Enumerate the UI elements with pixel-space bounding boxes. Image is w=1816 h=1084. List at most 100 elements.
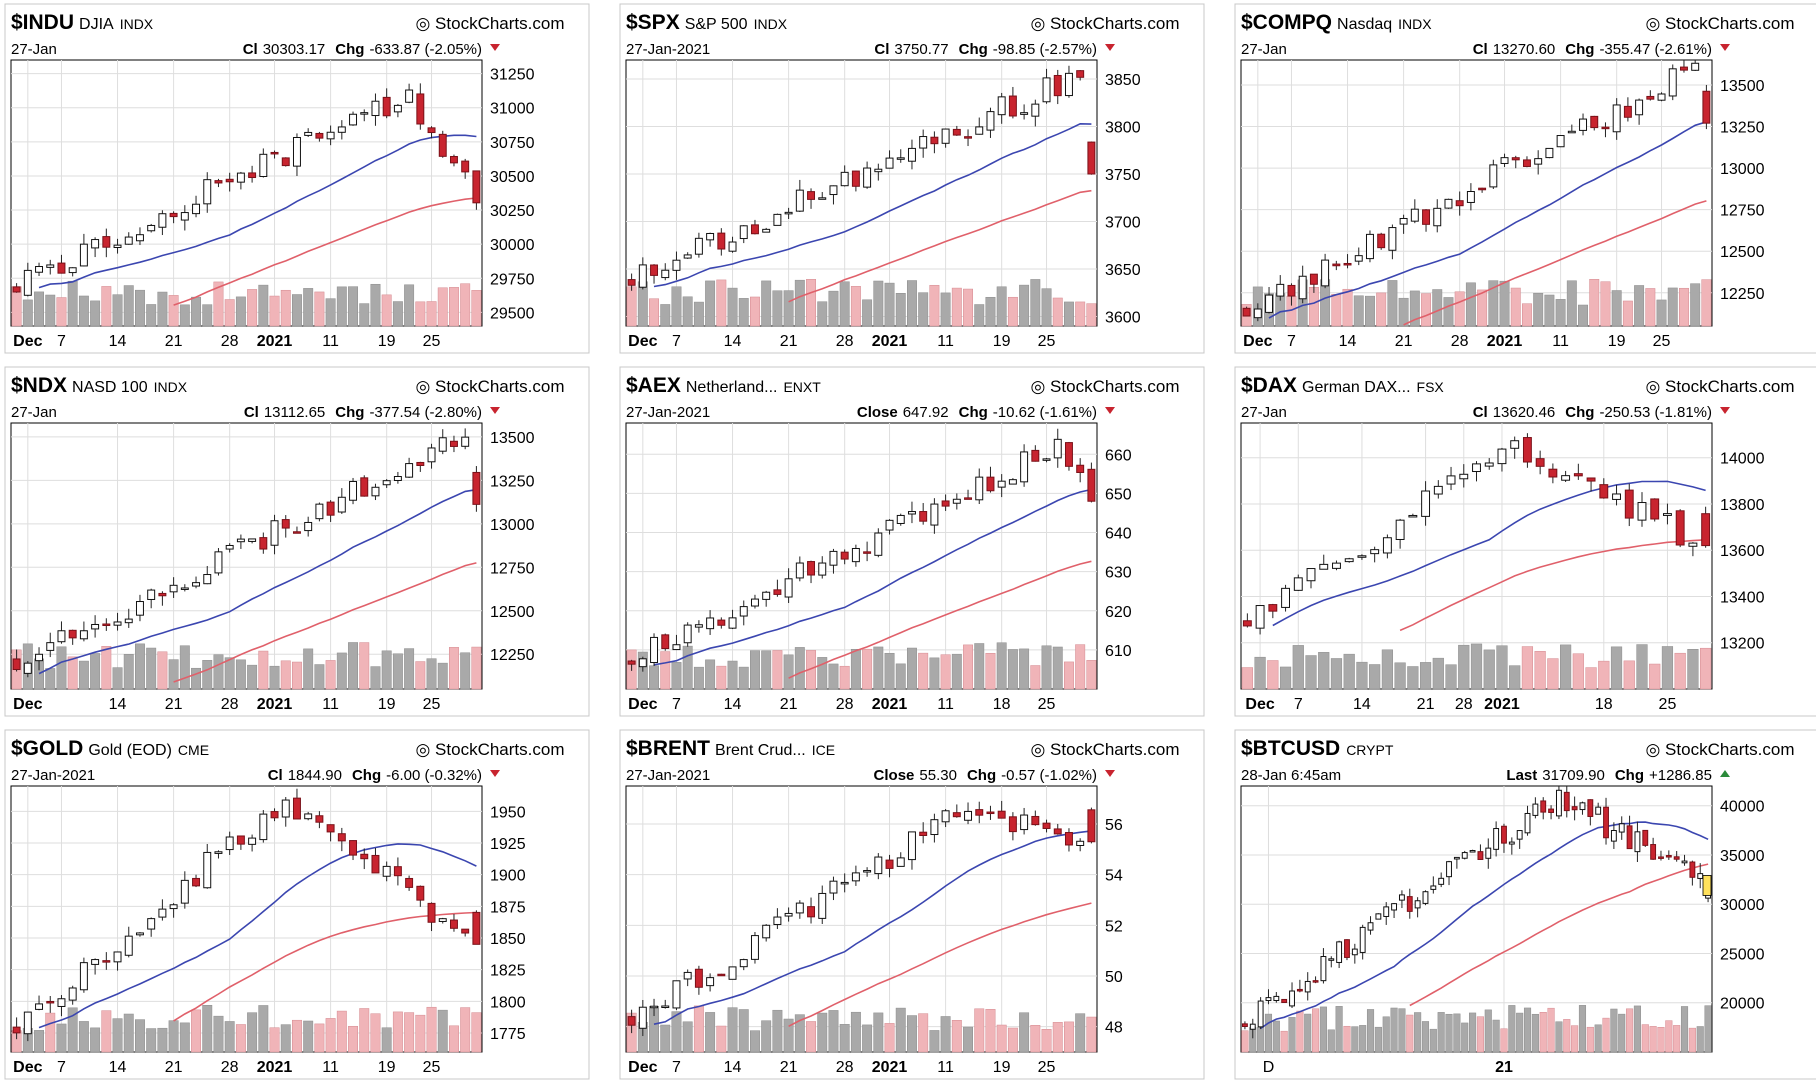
- volume-bar: [1443, 297, 1454, 327]
- candle-body: [1579, 802, 1586, 811]
- volume-bar: [1516, 1012, 1524, 1053]
- volume-bar: [1382, 1016, 1390, 1053]
- candle-body: [35, 266, 44, 273]
- chg-value: -355.47 (-2.61%): [1599, 41, 1712, 58]
- moving-average-long-line: [1409, 863, 1709, 1007]
- volume-bar: [996, 286, 1007, 327]
- volume-bar: [213, 281, 224, 327]
- candle-body: [986, 111, 995, 131]
- candle-body: [315, 132, 324, 139]
- chart-title: $COMPQ Nasdaq INDX: [1241, 11, 1432, 34]
- x-tick-label: 11: [937, 333, 954, 350]
- candle-body: [158, 908, 167, 918]
- candle-body: [1590, 115, 1599, 129]
- candle-body: [1610, 830, 1617, 842]
- candle-body: [1042, 822, 1051, 829]
- volume-bar: [224, 657, 235, 690]
- watermark: ◎ StockCharts.com: [416, 377, 565, 396]
- volume-bar: [828, 663, 839, 690]
- candle-body: [863, 870, 872, 873]
- volume-bar: [1308, 286, 1319, 327]
- candle-body: [1691, 62, 1700, 71]
- candle-body: [1433, 485, 1443, 495]
- x-tick-label: 2021: [872, 333, 908, 350]
- volume-bar: [1509, 665, 1521, 690]
- volume-bar: [101, 286, 112, 327]
- instrument-name: Gold (EOD): [88, 742, 172, 759]
- candle-body: [1461, 852, 1468, 859]
- candle-body: [1008, 816, 1017, 833]
- volume-bar: [336, 1010, 347, 1053]
- volume-bar: [168, 1020, 179, 1053]
- volume-bar: [1453, 1013, 1461, 1053]
- volume-bar: [78, 1021, 89, 1053]
- candle-body: [1548, 468, 1558, 478]
- candle-body: [1406, 896, 1413, 912]
- volume-bar: [839, 1024, 850, 1053]
- volume-bar: [1578, 1005, 1587, 1053]
- candle-body: [986, 476, 995, 492]
- y-tick-label: 3650: [1105, 262, 1141, 279]
- chart-svg: $BTCUSD CRYPT ◎ StockCharts.com 28-Jan 6:45…: [1234, 729, 1816, 1080]
- plot-frame: [10, 59, 483, 327]
- moving-average-long-line: [788, 902, 1092, 1028]
- x-tick-label: 2021: [257, 1059, 293, 1076]
- candle-body: [1031, 815, 1040, 826]
- candle-body: [1296, 988, 1303, 992]
- volume-bar: [22, 299, 33, 327]
- volume-bar: [157, 291, 168, 327]
- volume-bar: [157, 1027, 168, 1053]
- candle-body: [1599, 484, 1609, 499]
- chg-label: Chg: [967, 767, 996, 784]
- candle-body: [784, 578, 793, 598]
- volume-bar: [426, 658, 437, 690]
- candle-body: [91, 959, 100, 965]
- candle-body: [1466, 191, 1475, 203]
- volume-bar: [1488, 280, 1499, 327]
- volume-bar: [449, 1025, 459, 1053]
- candle-body: [930, 503, 939, 526]
- candle-body: [661, 1005, 670, 1009]
- candle-body: [1635, 99, 1644, 116]
- volume-bar: [996, 642, 1007, 690]
- candle-body: [158, 213, 167, 228]
- candle-body: [1673, 856, 1680, 860]
- candle-body: [1433, 207, 1442, 227]
- volume-bar: [1296, 1010, 1304, 1053]
- candle-body: [1642, 829, 1649, 846]
- close-value: 647.92: [903, 404, 949, 421]
- y-tick-label: 1875: [490, 899, 526, 916]
- volume-bar: [828, 290, 839, 327]
- volume-bar: [828, 1010, 839, 1053]
- volume-bar: [1030, 665, 1041, 690]
- candle-body: [449, 155, 458, 164]
- volume-bar: [415, 661, 426, 690]
- candle-body: [349, 113, 358, 126]
- candle-body: [964, 810, 973, 821]
- candle-body: [124, 935, 133, 956]
- candle-body: [1446, 475, 1456, 485]
- volume-bar: [1292, 645, 1304, 690]
- volume-bar: [1641, 1024, 1649, 1053]
- volume-bar: [940, 292, 951, 327]
- volume-bar: [1531, 1013, 1539, 1053]
- volume-bar: [1645, 288, 1656, 327]
- volume-bar: [404, 1012, 415, 1053]
- candle-body: [1601, 126, 1610, 130]
- y-tick-label: 20000: [1720, 996, 1765, 1013]
- x-tick-label: 28: [1455, 696, 1473, 713]
- y-tick-label: 31000: [490, 101, 535, 118]
- chart-svg: $AEX Netherland... ENXT ◎ StockCharts.com 27…: [619, 366, 1205, 717]
- chg-label: Chg: [1615, 767, 1644, 784]
- instrument-name: Netherland...: [686, 379, 778, 396]
- candle-body: [147, 918, 156, 930]
- candle-body: [349, 840, 358, 856]
- volume-bar: [45, 294, 56, 327]
- symbol: $GOLD: [11, 737, 83, 760]
- watermark: ◎ StockCharts.com: [1031, 14, 1180, 33]
- candle-body: [225, 544, 234, 550]
- x-tick-label: 14: [724, 1059, 742, 1076]
- candle-body: [1634, 831, 1641, 853]
- candle-body: [930, 819, 939, 836]
- volume-bar: [359, 642, 370, 690]
